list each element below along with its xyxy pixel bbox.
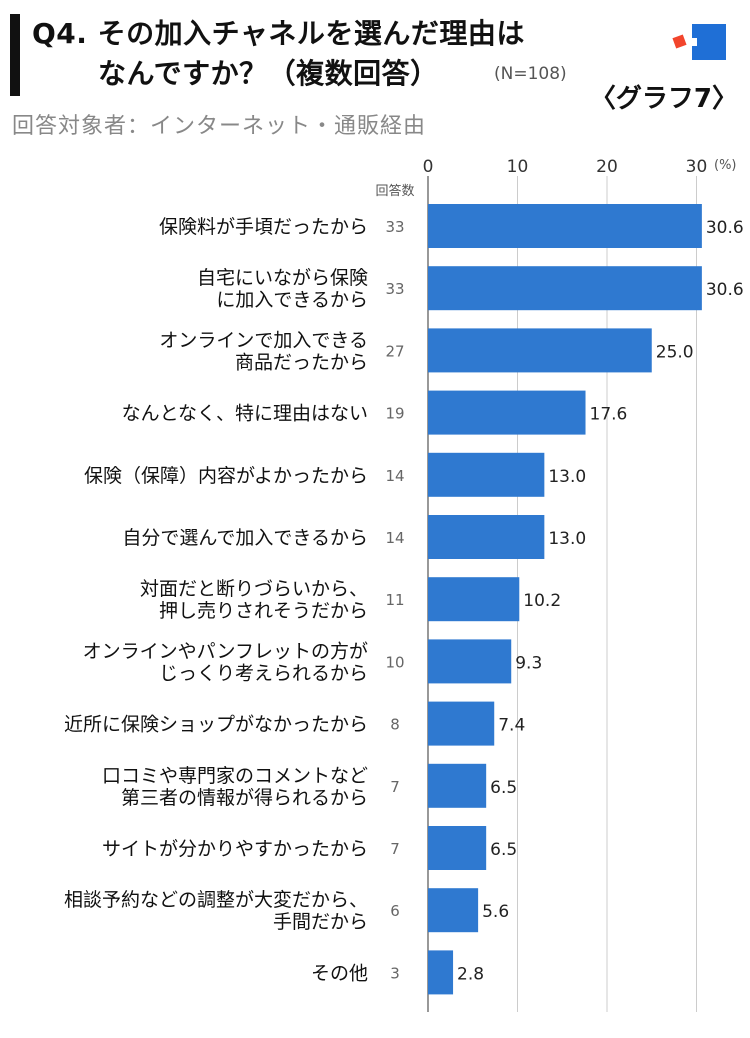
bar <box>428 204 702 248</box>
category-label: に加入できるから <box>216 289 368 311</box>
category-label: 第三者の情報が得られるから <box>121 787 368 809</box>
bar <box>428 639 512 684</box>
bar-value-label: 30.6 <box>706 280 744 300</box>
bar <box>428 763 487 808</box>
category-label: オンラインで加入できる <box>159 329 368 351</box>
bar-value-label: 6.5 <box>490 778 517 798</box>
category-label: オンラインやパンフレットの方が <box>83 640 368 662</box>
category-label: サイトが分かりやすかったから <box>102 838 368 860</box>
bar-value-label: 25.0 <box>656 342 694 362</box>
bar-value-label: 6.5 <box>490 840 517 860</box>
bar <box>428 701 495 746</box>
category-label: 手間だから <box>273 911 368 933</box>
bar <box>428 515 545 559</box>
x-tick-label: 20 <box>596 157 618 177</box>
category-label: その他 <box>311 962 368 984</box>
response-count: 6 <box>390 902 400 920</box>
bar <box>428 888 479 933</box>
category-label: 相談予約などの調整が大変だから、 <box>64 889 368 911</box>
chart-title: Q4. その加入チャネルを選んだ理由は なんですか？（複数回答） <box>32 14 525 94</box>
category-label: 押し売りされそうだから <box>159 600 368 622</box>
bar <box>428 826 487 870</box>
bar <box>428 950 454 995</box>
bar-value-label: 10.2 <box>523 591 561 611</box>
bar <box>428 266 702 311</box>
response-count: 7 <box>390 778 400 796</box>
response-count: 8 <box>390 716 400 734</box>
bar-value-label: 30.6 <box>706 218 744 238</box>
response-count: 11 <box>385 591 404 609</box>
title-line-1: Q4. その加入チャネルを選んだ理由は <box>32 17 525 50</box>
bar-value-label: 13.0 <box>548 529 586 549</box>
x-tick-label: 10 <box>507 157 529 177</box>
bar <box>428 452 545 497</box>
response-count: 14 <box>385 529 404 547</box>
category-label: 対面だと断りづらいから、 <box>140 578 368 600</box>
response-count: 10 <box>385 653 404 671</box>
x-tick-label: 30 <box>686 157 708 177</box>
category-label: 自宅にいながら保険 <box>197 267 368 289</box>
category-label: 自分で選んで加入できるから <box>122 527 368 549</box>
response-count: 7 <box>390 840 400 858</box>
category-label: 近所に保険ショップがなかったから <box>64 714 368 736</box>
x-axis-unit: (%) <box>714 158 737 173</box>
respondent-target-label: 回答対象者：インターネット・通販経由 <box>12 114 427 139</box>
graph-number-label: 〈グラフ7〉 <box>589 84 738 114</box>
bar-value-label: 2.8 <box>457 964 484 984</box>
x-tick-label: 0 <box>423 157 434 177</box>
sample-size-label: (N=108) <box>494 64 567 84</box>
response-count: 19 <box>385 405 404 423</box>
title-line-2: なんですか？（複数回答） <box>98 57 439 90</box>
response-count: 33 <box>385 280 404 298</box>
bar-value-label: 7.4 <box>498 716 525 736</box>
category-label: 口コミや専門家のコメントなど <box>102 765 368 787</box>
category-label: じっくり考えられるから <box>159 662 368 684</box>
bar <box>428 328 652 373</box>
brand-logo-icon <box>672 24 726 60</box>
bar-value-label: 5.6 <box>482 902 509 922</box>
bar-value-label: 13.0 <box>548 467 586 487</box>
response-count: 14 <box>385 467 404 485</box>
response-count: 27 <box>385 342 404 360</box>
count-column-header: 回答数 <box>375 183 414 199</box>
category-label: なんとなく、特に理由はない <box>122 403 368 425</box>
bar-value-label: 17.6 <box>590 405 628 425</box>
bar <box>428 390 586 435</box>
category-label: 保険料が手頃だったから <box>159 216 368 238</box>
category-label: 保険（保障）内容がよかったから <box>84 465 368 487</box>
response-count: 3 <box>390 964 400 982</box>
bar <box>428 577 520 622</box>
category-label: 商品だったから <box>235 351 368 373</box>
title-accent-bar <box>10 14 20 96</box>
response-count: 33 <box>385 218 404 236</box>
bar-value-label: 9.3 <box>515 653 542 673</box>
